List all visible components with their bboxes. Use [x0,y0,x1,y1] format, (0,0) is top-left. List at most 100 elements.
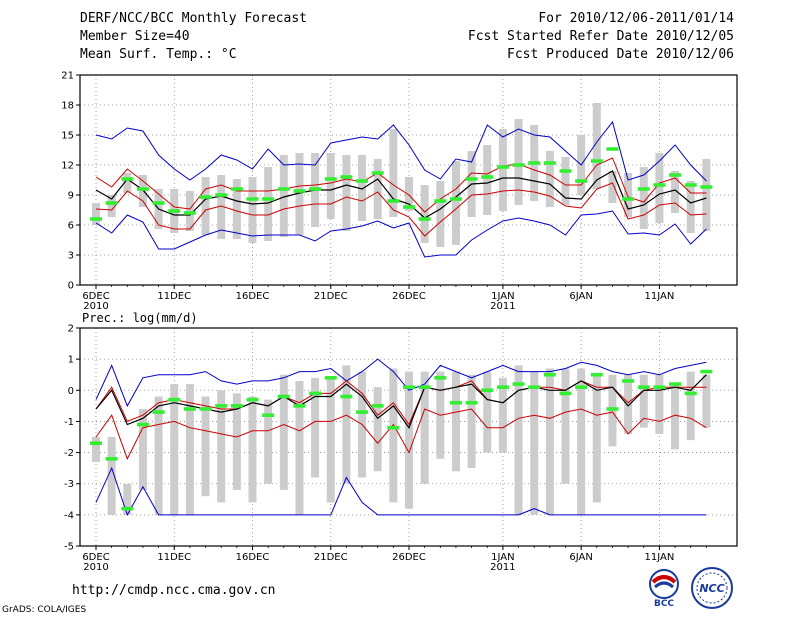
prec-plot-frame [79,327,738,547]
prec-line-upper [95,380,707,426]
ncc-logo-text: NCC [699,582,724,595]
source-url[interactable]: http://cmdp.ncc.cma.gov.cn [72,583,276,598]
prec-median-mark [403,385,415,389]
temp-spread-box [326,153,335,219]
temp-median-mark [277,187,290,191]
prec-xtick-year: 2010 [83,562,108,573]
prec-spread-box [217,390,226,503]
prec-line-lower [95,408,707,461]
temp-median-mark [262,197,275,201]
prec-spread-box [498,377,507,453]
prec-median-mark [622,379,635,383]
prec-median-mark [418,385,431,389]
temp-median-mark [136,187,149,191]
prec-median-mark [512,382,525,386]
prec-spread-box [389,368,398,503]
temp-median-mark [653,183,666,187]
prec-spread-box [671,384,680,450]
temp-median-mark [230,187,243,191]
temp-line-upper [95,157,707,213]
temp-ytick-label: 9 [68,191,74,202]
temp-spread-box [545,151,554,207]
temp-median-mark [418,217,431,221]
prec-spread-box [686,371,695,441]
prec-ytick-label: 2 [68,324,74,335]
prec-xtick-label: 21DEC [314,552,348,563]
prec-line-ensemble-mean [95,374,707,429]
prec-spread-box [467,374,476,469]
chart-title: DERF/NCC/BCC Monthly Forecast [80,11,307,26]
prec-xtick-label: 26DEC [392,552,426,563]
temp-median-mark [465,177,478,181]
prec-median-mark [168,397,181,402]
temp-xtick-label: 26DEC [392,291,426,302]
temp-median-mark [434,199,447,203]
prec-median-mark [496,385,509,389]
temp-spread-box [655,153,664,223]
temp-median-mark [105,201,118,205]
prec-ytick-label: -2 [64,448,74,459]
temp-spread-box [248,177,257,243]
prec-median-mark [90,441,102,446]
temp-ytick-label: 18 [61,101,74,112]
temp-median-mark [340,175,353,179]
temp-xtick-label: 1JAN [491,291,514,302]
temp-spread-box [498,129,507,211]
temp-spread-box [420,185,429,243]
variable-label: Mean Surf. Temp.: °C [80,47,237,62]
prec-median-mark [309,391,322,396]
prec-median-mark [215,404,228,408]
temp-median-mark [324,177,337,181]
temp-median-mark [684,183,697,187]
prec-median-mark [559,391,572,396]
prec-spread-box [138,408,147,490]
temp-spread-box [561,157,570,205]
temp-spread-box [514,119,523,205]
prec-median-mark [575,385,588,389]
prec-spread-box [577,368,586,515]
temp-median-mark [90,217,102,221]
temp-median-mark [152,201,165,205]
prec-spread-box [170,384,179,515]
prec-median-mark [340,394,353,399]
temp-spread-box [608,171,617,203]
temp-median-mark [606,147,619,151]
temp-xtick-year: 2010 [83,301,108,312]
temp-spread-box [342,155,351,231]
prec-median-mark [356,410,369,414]
temp-spread-box [639,167,648,229]
prec-xtick-label: 16DEC [236,552,270,563]
temp-median-mark [622,197,635,201]
prec-spread-box [185,384,194,515]
temp-median-mark [590,159,603,163]
prec-median-mark [277,394,290,399]
prec-median-mark [465,400,478,405]
prec-ytick-label: 1 [68,355,74,366]
temp-spread-box [295,153,304,235]
temp-ytick-label: 0 [68,281,74,292]
temp-spread-box [451,161,460,245]
prec-spread-box [107,437,116,515]
prec-median-mark [606,407,619,411]
temp-xtick-label: 16DEC [236,291,270,302]
temp-median-mark [387,199,400,203]
temp-ytick-label: 21 [61,71,74,82]
prec-median-mark [449,400,462,405]
temp-spread-box [358,155,367,221]
prec-median-mark [199,407,212,411]
member-size: Member Size=40 [80,29,190,44]
temp-spread-box [232,179,241,239]
temp-spread-box [686,181,695,233]
temp-median-mark [403,205,415,209]
temp-line-ensemble-mean [95,170,707,219]
prec-median-mark [700,369,713,374]
temp-median-mark [246,197,259,201]
ncc-logo: NCC [691,567,733,609]
temp-spread-box [483,145,492,215]
prec-spread-box [702,374,711,428]
temp-median-mark [309,187,322,191]
prec-median-mark [371,404,384,408]
prec-spread-box [201,396,210,497]
prec-median-mark [481,388,494,393]
prec-median-mark [684,391,697,396]
